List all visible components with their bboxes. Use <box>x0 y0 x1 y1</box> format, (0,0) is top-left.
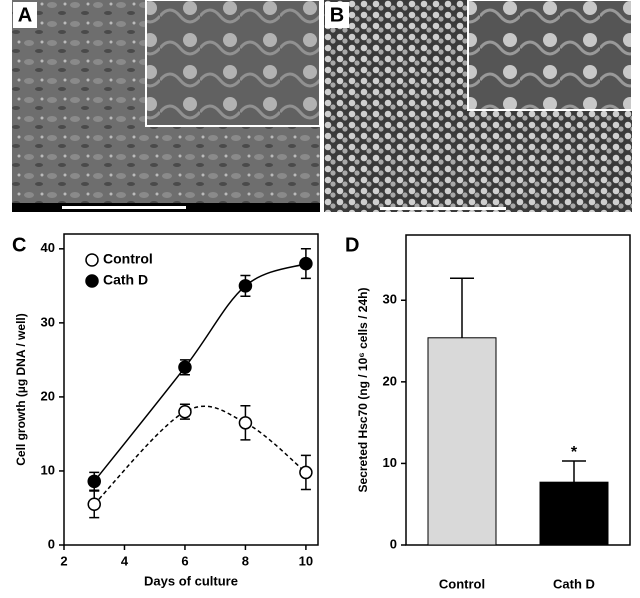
legend-label: Control <box>103 251 153 267</box>
y-tick-label: 20 <box>383 373 397 388</box>
x-tick-label: 4 <box>121 553 129 568</box>
legend-marker <box>85 253 99 267</box>
x-tick-label: 8 <box>242 553 249 568</box>
data-point <box>178 404 192 419</box>
y-tick-label: 10 <box>383 455 397 470</box>
data-point <box>238 279 253 293</box>
data-point <box>87 497 101 512</box>
y-axis-label: Cell growth (µg DNA / well) <box>14 313 28 465</box>
annotation: * <box>571 444 578 461</box>
y-axis-label: Secreted Hsc70 (ng / 10⁶ cells / 24h) <box>356 288 370 493</box>
panel-label: A <box>18 4 32 26</box>
plot-frame <box>63 233 319 546</box>
error-bar <box>562 460 586 483</box>
x-tick-label: 6 <box>181 553 188 568</box>
data-point <box>299 256 313 271</box>
x-tick-label: 10 <box>299 553 313 568</box>
series-line <box>93 262 307 482</box>
x-axis-label: Days of culture <box>144 573 238 588</box>
y-tick-label: 30 <box>41 314 55 329</box>
x-tick-label: Control <box>439 576 485 591</box>
x-tick-label: 2 <box>60 553 67 568</box>
series-line <box>93 405 307 505</box>
panel-label: B <box>330 4 344 26</box>
panel-label: C <box>12 234 26 256</box>
y-tick-label: 0 <box>390 536 397 551</box>
data-point <box>299 465 313 480</box>
data-point <box>238 416 253 430</box>
image-a: A <box>12 0 321 212</box>
y-tick-label: 10 <box>41 462 55 477</box>
y-tick-label: 40 <box>41 240 55 255</box>
data-point <box>87 474 101 489</box>
legend-marker <box>85 274 99 288</box>
y-tick-label: 20 <box>41 388 55 403</box>
y-tick-label: 0 <box>48 536 55 551</box>
y-tick-label: 30 <box>383 292 397 307</box>
error-bar <box>450 277 474 338</box>
panel-label: D <box>345 234 359 256</box>
image-b: B <box>324 0 633 212</box>
bar <box>539 481 609 546</box>
bar <box>427 337 497 546</box>
x-tick-label: Cath D <box>553 576 595 591</box>
legend-label: Cath D <box>103 272 148 288</box>
data-point <box>178 360 192 375</box>
plot-frame <box>405 234 631 546</box>
